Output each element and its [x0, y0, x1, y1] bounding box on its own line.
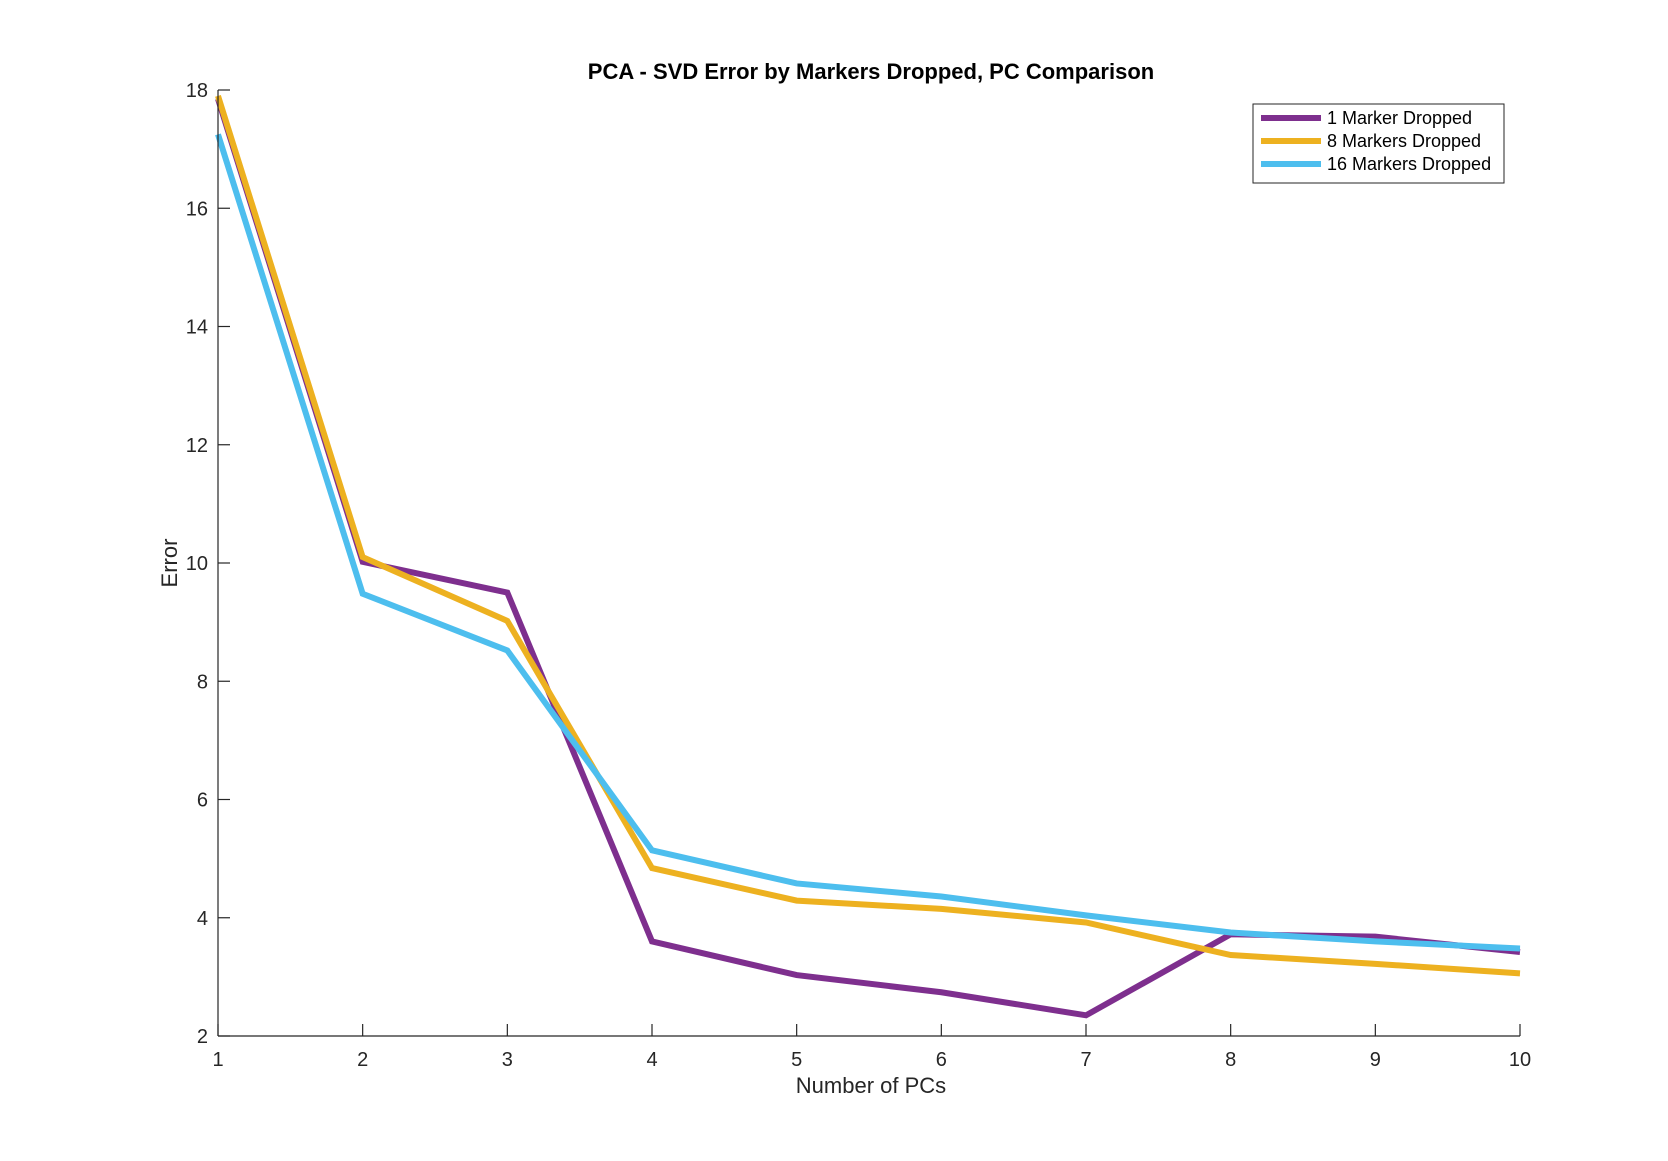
- x-tick-label: 5: [791, 1049, 802, 1071]
- chart-title: PCA - SVD Error by Markers Dropped, PC C…: [588, 59, 1154, 84]
- y-tick-label: 6: [197, 790, 208, 812]
- y-tick-label: 2: [197, 1026, 208, 1048]
- tick-marks: [217, 89, 1521, 1037]
- y-tick-label: 4: [197, 908, 208, 930]
- x-tick-label: 4: [646, 1049, 657, 1071]
- y-tick-labels: 2 4 6 8 10 12 14 16 18: [186, 80, 208, 1048]
- x-tick-labels: 1 2 3 4 5 6 7 8 9 10: [212, 1049, 1531, 1071]
- y-tick-label: 10: [186, 553, 208, 575]
- series-line-3: [215, 133, 1521, 952]
- y-tick-label: 8: [197, 671, 208, 693]
- y-tick-label: 16: [186, 198, 208, 220]
- x-tick-label: 10: [1509, 1049, 1531, 1071]
- legend-label-1: 1 Marker Dropped: [1327, 108, 1472, 128]
- y-tick-label: 14: [186, 317, 208, 339]
- legend: 1 Marker Dropped 8 Markers Dropped 16 Mark…: [1252, 103, 1505, 184]
- y-tick-label: 12: [186, 435, 208, 457]
- x-tick-label: 9: [1370, 1049, 1381, 1071]
- x-tick-label: 1: [212, 1049, 223, 1071]
- y-axis-label: Error: [157, 539, 182, 588]
- legend-label-3: 16 Markers Dropped: [1327, 154, 1491, 174]
- series-line-2: [215, 95, 1521, 977]
- y-tick-label: 18: [186, 80, 208, 102]
- legend-label-2: 8 Markers Dropped: [1327, 131, 1481, 151]
- series-layer: [215, 95, 1521, 1019]
- x-tick-label: 2: [357, 1049, 368, 1071]
- x-tick-label: 6: [936, 1049, 947, 1071]
- x-tick-label: 7: [1080, 1049, 1091, 1071]
- x-tick-label: 3: [502, 1049, 513, 1071]
- x-tick-label: 8: [1225, 1049, 1236, 1071]
- x-axis-label: Number of PCs: [796, 1073, 946, 1098]
